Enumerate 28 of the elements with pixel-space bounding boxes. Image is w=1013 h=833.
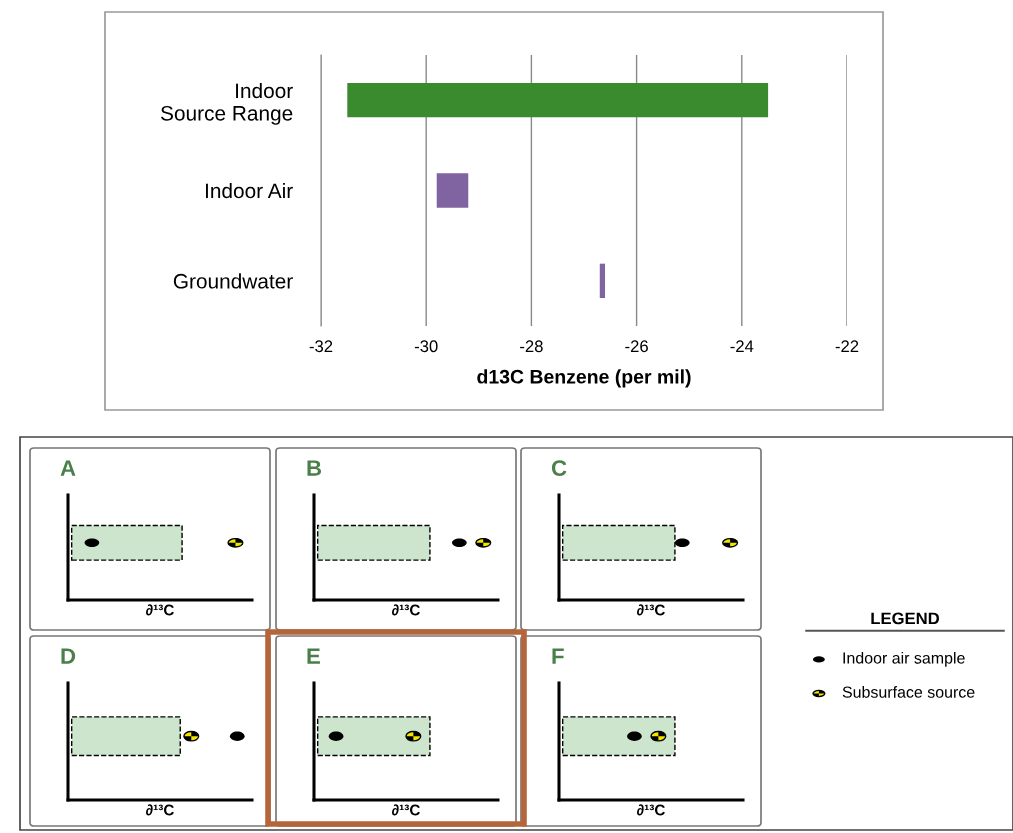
text: F	[552, 648, 564, 664]
x-tick-label: -32	[309, 340, 333, 353]
x-tick-label: -26	[625, 340, 648, 353]
text: ∂¹³C	[146, 804, 174, 816]
text: E	[307, 648, 320, 664]
x-axis-title: d13C Benzene (per mil)	[477, 369, 691, 388]
x-tick-label: -24	[730, 340, 754, 352]
x-tick-label: -28	[520, 340, 543, 353]
x-tick-label: -30	[414, 340, 438, 353]
text: Subsurface source	[842, 686, 975, 698]
text: B	[307, 460, 322, 476]
y-tick-label: Indoor Source Range	[160, 82, 293, 125]
text: C	[551, 460, 567, 476]
text: ∂¹³C	[637, 804, 665, 816]
x-tick-label: -22	[835, 340, 859, 352]
text: Indoor air sample	[843, 651, 965, 667]
text: ∂¹³C	[392, 604, 420, 616]
y-tick-label: Groundwater	[173, 273, 293, 289]
bar	[347, 83, 769, 118]
text: ∂¹³C	[392, 804, 420, 816]
text: LEGEND	[871, 612, 940, 625]
text: A	[60, 460, 76, 476]
text: ∂¹³C	[146, 604, 174, 616]
bar	[599, 263, 606, 298]
text: D	[61, 648, 76, 664]
bar	[436, 173, 469, 208]
y-tick-label: Indoor Air	[205, 182, 293, 199]
text: ∂¹³C	[637, 604, 665, 616]
